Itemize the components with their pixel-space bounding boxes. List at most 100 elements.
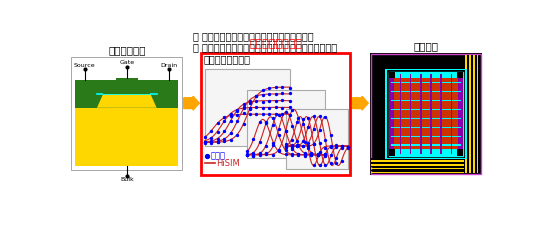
- Point: [287, 144, 296, 148]
- Point: [233, 109, 241, 113]
- Point: [249, 152, 258, 156]
- Point: [274, 113, 283, 117]
- Point: [287, 138, 296, 142]
- Point: [281, 148, 290, 152]
- Bar: [372, 164, 464, 166]
- Point: [268, 153, 277, 157]
- Bar: [205, 68, 290, 146]
- Text: Bulk: Bulk: [120, 177, 134, 182]
- Bar: [469, 55, 471, 173]
- Text: Gate: Gate: [119, 60, 134, 66]
- Point: [320, 152, 329, 156]
- Point: [207, 139, 215, 143]
- Point: [327, 133, 335, 137]
- Point: [298, 117, 307, 121]
- Point: [268, 123, 277, 127]
- Point: [307, 153, 315, 157]
- Point: [301, 140, 309, 143]
- Point: [321, 146, 329, 150]
- Bar: [420, 74, 422, 154]
- Point: [213, 140, 222, 144]
- Point: [309, 142, 318, 146]
- Bar: [450, 74, 452, 154]
- Point: [321, 152, 329, 156]
- Point: [332, 143, 341, 147]
- Bar: [390, 118, 461, 119]
- Point: [226, 119, 235, 123]
- Point: [261, 151, 270, 155]
- Point: [213, 121, 222, 125]
- Point: [315, 114, 324, 118]
- Point: [243, 153, 252, 157]
- Point: [293, 120, 301, 124]
- Point: [286, 91, 294, 95]
- Point: [265, 106, 274, 110]
- Point: [307, 153, 315, 157]
- Point: [272, 105, 280, 109]
- Point: [272, 112, 280, 116]
- Point: [286, 86, 294, 89]
- Bar: [456, 72, 463, 78]
- Point: [278, 98, 287, 102]
- Point: [293, 139, 301, 143]
- Point: [287, 144, 296, 148]
- Point: [286, 98, 294, 102]
- Point: [246, 101, 254, 105]
- Point: [261, 121, 270, 125]
- Point: [321, 115, 329, 119]
- Bar: [201, 53, 350, 175]
- Bar: [390, 91, 461, 92]
- Point: [274, 148, 283, 152]
- Point: [246, 112, 254, 116]
- Point: [243, 152, 252, 156]
- Point: [314, 152, 322, 156]
- Point: [303, 116, 312, 120]
- Bar: [390, 74, 461, 154]
- Bar: [387, 70, 465, 158]
- Point: [293, 144, 301, 148]
- Point: [249, 151, 258, 155]
- Point: [220, 139, 228, 143]
- Point: [282, 144, 291, 148]
- Point: [268, 116, 277, 120]
- Point: [220, 115, 228, 119]
- Point: [246, 99, 254, 103]
- Point: [202, 154, 211, 158]
- Text: 集穏回路: 集穏回路: [414, 42, 438, 51]
- Point: [327, 145, 335, 149]
- Point: [303, 146, 312, 150]
- Point: [239, 111, 248, 115]
- Point: [288, 152, 297, 156]
- Bar: [465, 55, 467, 173]
- Point: [200, 140, 209, 144]
- Point: [252, 99, 261, 103]
- Point: [207, 140, 215, 144]
- Point: [274, 127, 283, 131]
- Point: [315, 128, 324, 132]
- Bar: [389, 149, 463, 156]
- Point: [200, 140, 209, 144]
- Point: [252, 94, 261, 98]
- Point: [261, 152, 270, 156]
- Point: [288, 147, 297, 151]
- Bar: [456, 149, 463, 156]
- Point: [278, 85, 287, 89]
- Point: [294, 152, 302, 156]
- Point: [294, 153, 302, 157]
- Point: [252, 94, 261, 98]
- Point: [288, 108, 297, 112]
- Point: [281, 128, 290, 132]
- Bar: [372, 162, 464, 164]
- Point: [252, 112, 261, 116]
- Point: [314, 152, 322, 156]
- Point: [303, 140, 312, 144]
- Bar: [390, 109, 461, 110]
- Bar: [475, 55, 476, 173]
- Point: [249, 154, 258, 158]
- Bar: [372, 172, 464, 173]
- Point: [332, 145, 341, 149]
- Point: [294, 116, 302, 120]
- Point: [320, 154, 329, 158]
- Point: [207, 140, 215, 144]
- Point: [239, 106, 248, 110]
